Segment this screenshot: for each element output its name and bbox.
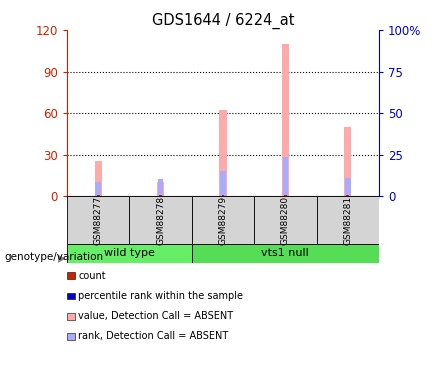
Text: wild type: wild type [104, 248, 155, 258]
Text: GSM88280: GSM88280 [281, 195, 290, 244]
Bar [344, 127, 352, 196]
Bar [219, 110, 227, 196]
Bar [317, 196, 379, 244]
Bar [158, 180, 163, 196]
Bar [157, 182, 165, 196]
Bar [94, 162, 102, 196]
Text: GSM88279: GSM88279 [219, 195, 227, 244]
Bar [220, 171, 226, 196]
Bar [281, 44, 289, 196]
Text: count: count [78, 271, 106, 280]
Polygon shape [58, 254, 65, 263]
Bar [97, 195, 100, 196]
Title: GDS1644 / 6224_at: GDS1644 / 6224_at [152, 12, 294, 28]
Text: GSM88281: GSM88281 [343, 195, 352, 244]
Bar [222, 195, 224, 196]
Bar [346, 195, 349, 196]
Text: percentile rank within the sample: percentile rank within the sample [78, 291, 243, 301]
Bar [192, 244, 379, 262]
Bar [159, 195, 162, 196]
Bar [283, 158, 288, 196]
Bar [129, 196, 192, 244]
Bar [254, 196, 317, 244]
Text: GSM88277: GSM88277 [94, 195, 103, 244]
Bar [345, 178, 350, 196]
Text: value, Detection Call = ABSENT: value, Detection Call = ABSENT [78, 311, 233, 321]
Text: rank, Detection Call = ABSENT: rank, Detection Call = ABSENT [78, 332, 229, 341]
Bar [67, 244, 192, 262]
Text: GSM88278: GSM88278 [156, 195, 165, 244]
Bar [284, 195, 287, 196]
Text: vts1 null: vts1 null [262, 248, 309, 258]
Bar [67, 196, 129, 244]
Bar [96, 182, 101, 196]
Text: genotype/variation: genotype/variation [4, 252, 103, 262]
Bar [192, 196, 254, 244]
